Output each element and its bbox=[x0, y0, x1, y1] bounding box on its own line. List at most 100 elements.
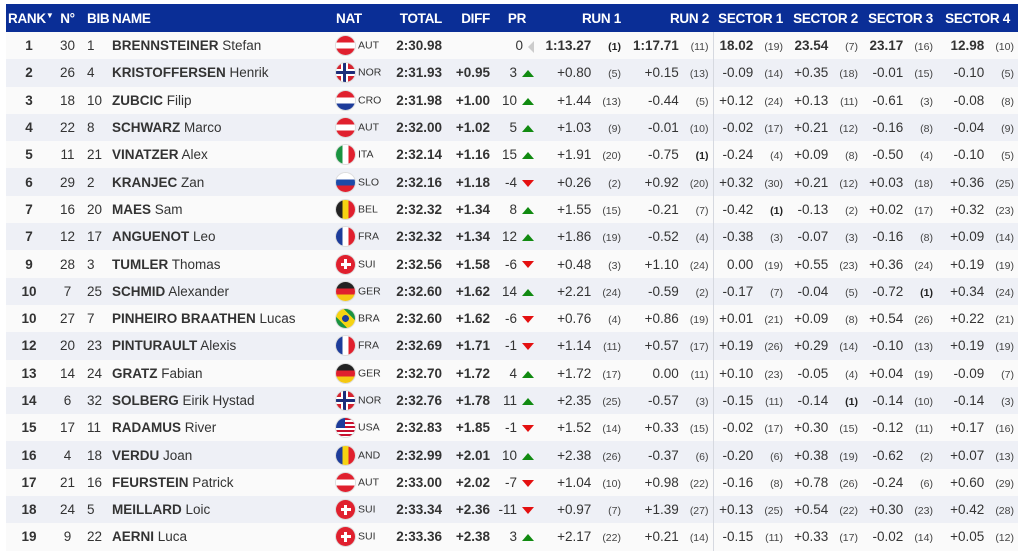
athlete-last-name[interactable]: SCHMID bbox=[112, 283, 166, 299]
athlete-name-cell[interactable]: PINTURAULT Alexis bbox=[108, 332, 332, 359]
table-row[interactable]: 4 22 8 SCHWARZ Marco AUT 2:32.00 +1.02 5 +1.03 (… bbox=[6, 113, 1018, 142]
athlete-name-cell[interactable]: SCHWARZ Marco bbox=[108, 114, 332, 141]
athlete-name-cell[interactable]: AERNI Luca bbox=[108, 523, 332, 550]
header-run1[interactable]: RUN 1 bbox=[581, 10, 621, 26]
athlete-last-name[interactable]: SCHWARZ bbox=[112, 120, 181, 136]
athlete-last-name[interactable]: PINHEIRO BRAATHEN bbox=[112, 311, 256, 327]
athlete-first-name[interactable]: Filip bbox=[166, 92, 192, 108]
table-row[interactable]: 9 28 3 TUMLER Thomas SUI 2:32.56 +1.58 -6 +0.48 … bbox=[6, 250, 1018, 278]
athlete-name-cell[interactable]: KRISTOFFERSEN Henrik bbox=[108, 59, 332, 86]
athlete-name-cell[interactable]: GRATZ Fabian bbox=[108, 360, 332, 387]
header-pr[interactable]: PR bbox=[507, 10, 527, 26]
run1-cell: +1.72 (17) bbox=[540, 360, 625, 387]
table-row[interactable]: 16 4 18 VERDU Joan AND 2:32.99 +2.01 10 +2.38 (2… bbox=[6, 441, 1018, 469]
athlete-last-name[interactable]: VINATZER bbox=[112, 147, 179, 163]
athlete-last-name[interactable]: GRATZ bbox=[112, 365, 158, 381]
athlete-last-name[interactable]: MAES bbox=[112, 201, 152, 217]
athlete-last-name[interactable]: ANGUENOT bbox=[112, 229, 190, 245]
header-nat[interactable]: NAT bbox=[336, 10, 362, 26]
header-sector1[interactable]: SECTOR 1 bbox=[718, 10, 783, 26]
athlete-name-cell[interactable]: FEURSTEIN Patrick bbox=[108, 469, 332, 496]
table-row[interactable]: 14 6 32 SOLBERG Eirik Hystad NOR 2:32.76 +1.78… bbox=[6, 386, 1018, 415]
athlete-first-name[interactable]: Alexander bbox=[168, 283, 230, 299]
table-row[interactable]: 2 26 4 KRISTOFFERSEN Henrik NOR 2:31.93 +0.95 3… bbox=[6, 59, 1018, 87]
athlete-last-name[interactable]: TUMLER bbox=[112, 256, 169, 272]
header-bib[interactable]: BIB bbox=[87, 10, 110, 26]
athlete-first-name[interactable]: Patrick bbox=[192, 474, 234, 490]
athlete-first-name[interactable]: Luca bbox=[157, 529, 188, 545]
athlete-first-name[interactable]: Marco bbox=[184, 120, 222, 136]
athlete-last-name[interactable]: RADAMUS bbox=[112, 420, 181, 436]
table-row[interactable]: 19 9 22 AERNI Luca SUI 2:33.36 +2.38 3 +2.17 (22… bbox=[6, 523, 1018, 551]
athlete-name-cell[interactable]: RADAMUS River bbox=[108, 414, 332, 441]
header-no[interactable]: N° bbox=[60, 10, 75, 26]
athlete-name-cell[interactable]: VINATZER Alex bbox=[108, 141, 332, 168]
table-row[interactable]: 13 14 24 GRATZ Fabian GER 2:32.70 +1.72 4 +1.72 … bbox=[6, 359, 1018, 387]
athlete-first-name[interactable]: Sam bbox=[154, 201, 183, 217]
athlete-first-name[interactable]: Eirik Hystad bbox=[182, 393, 255, 408]
header-total[interactable]: TOTAL bbox=[399, 10, 443, 26]
athlete-name-cell[interactable]: SOLBERG Eirik Hystad bbox=[108, 387, 332, 414]
athlete-name-cell[interactable]: ANGUENOT Leo bbox=[108, 223, 332, 250]
run1-rank: (26) bbox=[602, 450, 621, 463]
athlete-name-cell[interactable]: ZUBCIC Filip bbox=[108, 87, 332, 114]
athlete-name-cell[interactable]: BRENNSTEINER Stefan bbox=[108, 32, 332, 59]
sector3-cell: -0.02 (14) bbox=[862, 523, 937, 550]
athlete-first-name[interactable]: Lucas bbox=[259, 311, 296, 327]
diff-cell: +1.85 bbox=[455, 420, 490, 436]
athlete-last-name[interactable]: VERDU bbox=[112, 447, 160, 463]
athlete-first-name[interactable]: Joan bbox=[163, 447, 193, 463]
header-rank[interactable]: RANK▼ bbox=[6, 4, 54, 32]
table-row[interactable]: 5 11 21 VINATZER Alex ITA 2:32.14 +1.16 15 +1.91… bbox=[6, 141, 1018, 169]
table-row[interactable]: 15 17 11 RADAMUS River USA 2:32.83 +1.85 -1 +1.5… bbox=[6, 414, 1018, 442]
athlete-last-name[interactable]: AERNI bbox=[112, 529, 155, 545]
athlete-last-name[interactable]: ZUBCIC bbox=[112, 92, 163, 108]
athlete-name-cell[interactable]: MAES Sam bbox=[108, 196, 332, 223]
table-row[interactable]: 12 20 23 PINTURAULT Alexis FRA 2:32.69 +1.71 -1… bbox=[6, 332, 1018, 360]
athlete-name-cell[interactable]: VERDU Joan bbox=[108, 441, 332, 468]
athlete-first-name[interactable]: Stefan bbox=[222, 38, 262, 54]
table-row[interactable]: 7 16 20 MAES Sam BEL 2:32.32 +1.34 8 +1.55 (15) -… bbox=[6, 195, 1018, 224]
table-row[interactable]: 1 30 1 BRENNSTEINER Stefan AUT 2:30.98 0 1:13.2… bbox=[6, 32, 1018, 60]
sector2-rank: (15) bbox=[839, 423, 858, 436]
athlete-first-name[interactable]: Loic bbox=[185, 502, 211, 518]
athlete-first-name[interactable]: Alexis bbox=[200, 338, 237, 354]
sector3-rank: (3) bbox=[920, 95, 933, 108]
table-row[interactable]: 3 18 10 ZUBCIC Filip CRO 2:31.98 +1.00 10 +1.44 … bbox=[6, 86, 1018, 114]
sector4-cell: -0.04 (9) bbox=[937, 114, 1018, 141]
header-diff[interactable]: DIFF bbox=[461, 10, 490, 26]
athlete-last-name[interactable]: BRENNSTEINER bbox=[112, 38, 219, 54]
athlete-last-name[interactable]: PINTURAULT bbox=[112, 338, 198, 354]
athlete-name-cell[interactable]: KRANJEC Zan bbox=[108, 168, 332, 195]
athlete-first-name[interactable]: River bbox=[184, 420, 217, 436]
athlete-first-name[interactable]: Thomas bbox=[171, 256, 221, 272]
athlete-last-name[interactable]: FEURSTEIN bbox=[112, 474, 189, 490]
athlete-first-name[interactable]: Alex bbox=[181, 147, 208, 163]
athlete-last-name[interactable]: KRANJEC bbox=[112, 174, 178, 190]
athlete-name-cell[interactable]: PINHEIRO BRAATHEN Lucas bbox=[108, 305, 332, 332]
table-row[interactable]: 10 7 25 SCHMID Alexander GER 2:32.60 +1.62 14 +2… bbox=[6, 277, 1018, 305]
athlete-name-cell[interactable]: SCHMID Alexander bbox=[108, 278, 332, 305]
athlete-first-name[interactable]: Henrik bbox=[229, 65, 269, 81]
table-row[interactable]: 17 21 16 FEURSTEIN Patrick AUT 2:33.00 +2.02 -7… bbox=[6, 468, 1018, 497]
header-run2[interactable]: RUN 2 bbox=[669, 10, 709, 26]
athlete-last-name[interactable]: MEILLARD bbox=[112, 502, 182, 518]
table-row[interactable]: 10 27 7 PINHEIRO BRAATHEN Lucas BRA 2:32.60 +1… bbox=[6, 304, 1018, 333]
sector3-value: +0.04 bbox=[869, 365, 904, 381]
header-name[interactable]: NAME bbox=[112, 10, 151, 26]
table-row[interactable]: 6 29 2 KRANJEC Zan SLO 2:32.16 +1.18 -4 +0.26 (2… bbox=[6, 168, 1018, 196]
sector1-rank: (14) bbox=[764, 68, 783, 81]
athlete-name-cell[interactable]: TUMLER Thomas bbox=[108, 250, 332, 277]
header-sector2[interactable]: SECTOR 2 bbox=[793, 10, 858, 26]
sector4-value: +0.22 bbox=[950, 311, 985, 327]
athlete-last-name[interactable]: SOLBERG bbox=[112, 393, 179, 408]
table-row[interactable]: 7 12 17 ANGUENOT Leo FRA 2:32.32 +1.34 12 +1.86 … bbox=[6, 223, 1018, 251]
athlete-name-cell[interactable]: MEILLARD Loic bbox=[108, 496, 332, 523]
athlete-first-name[interactable]: Leo bbox=[193, 229, 216, 245]
table-row[interactable]: 18 24 5 MEILLARD Loic SUI 2:33.34 +2.36 -11 +0.9… bbox=[6, 496, 1018, 524]
header-sector3[interactable]: SECTOR 3 bbox=[868, 10, 933, 26]
athlete-last-name[interactable]: KRISTOFFERSEN bbox=[112, 65, 226, 81]
athlete-first-name[interactable]: Zan bbox=[181, 174, 205, 190]
header-sector4[interactable]: SECTOR 4 bbox=[945, 10, 1010, 26]
athlete-first-name[interactable]: Fabian bbox=[161, 365, 203, 381]
